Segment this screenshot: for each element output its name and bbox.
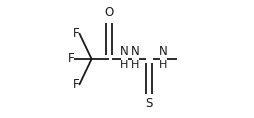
Text: H: H (120, 60, 129, 70)
Text: F: F (73, 78, 79, 91)
Text: H: H (131, 60, 140, 70)
Text: N: N (159, 45, 168, 58)
Text: O: O (104, 6, 113, 19)
Text: F: F (73, 27, 79, 40)
Text: N: N (131, 45, 140, 58)
Text: N: N (120, 45, 129, 58)
Text: H: H (159, 60, 168, 70)
Text: S: S (146, 97, 153, 110)
Text: F: F (68, 53, 74, 65)
